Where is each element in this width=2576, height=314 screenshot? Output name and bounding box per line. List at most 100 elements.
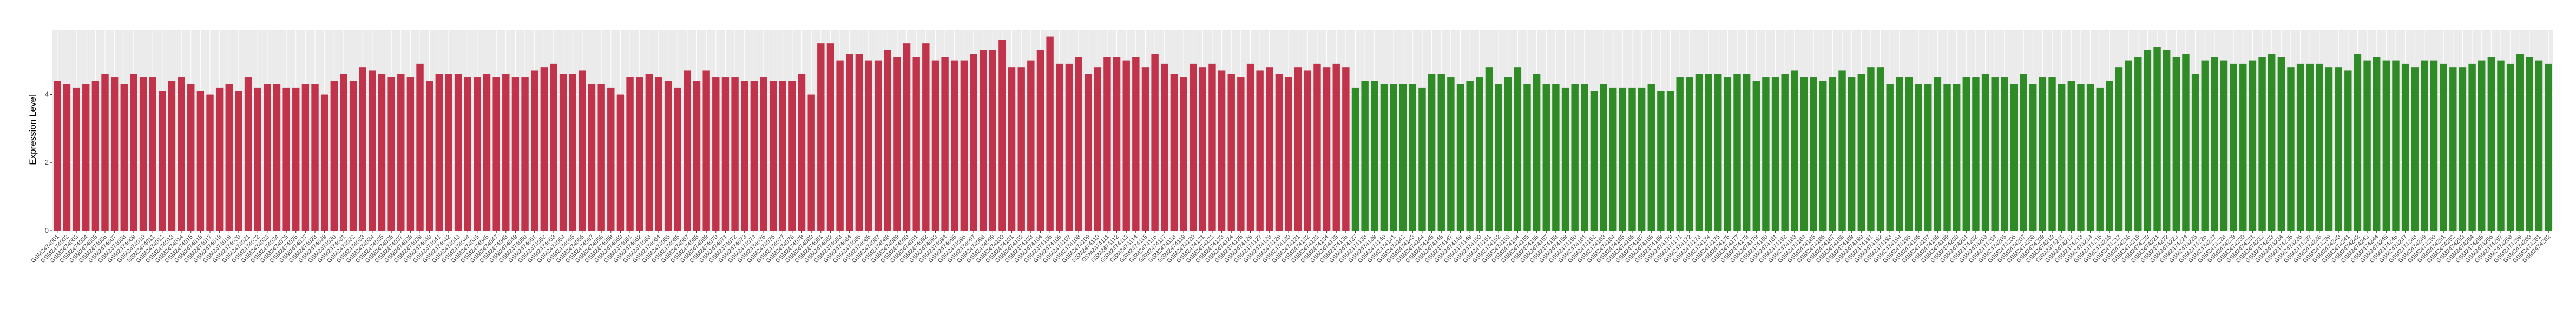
bar — [616, 94, 625, 231]
bar — [2172, 57, 2180, 231]
bar — [874, 60, 882, 231]
bar — [1743, 74, 1751, 231]
bar — [1103, 57, 1111, 231]
bar — [1915, 84, 1922, 231]
bar — [1313, 63, 1321, 231]
bar — [2106, 81, 2113, 231]
bar — [1571, 84, 1579, 231]
y-axis-title: Expression Level — [28, 95, 38, 165]
bar — [865, 60, 872, 231]
bar — [960, 60, 968, 231]
bar — [979, 50, 987, 231]
bar — [807, 94, 815, 231]
bar — [779, 81, 786, 231]
bar — [550, 63, 557, 231]
bar — [1619, 87, 1627, 231]
bar — [1495, 84, 1502, 231]
bar — [369, 70, 376, 231]
bar — [1113, 57, 1121, 231]
bar — [2182, 54, 2190, 231]
bar — [264, 84, 271, 231]
bar — [435, 74, 443, 231]
bar — [1351, 87, 1359, 231]
bar — [254, 87, 261, 231]
bar — [1686, 77, 1693, 231]
bar — [1905, 77, 1913, 231]
bar — [2373, 57, 2381, 231]
bar — [1810, 77, 1817, 231]
bar — [1829, 77, 1837, 231]
bar — [1122, 60, 1130, 231]
bar — [1132, 57, 1140, 231]
bar — [73, 87, 80, 231]
bar — [684, 70, 691, 231]
bar — [2211, 57, 2218, 231]
bar — [2306, 63, 2314, 231]
bar — [721, 77, 730, 231]
bar — [1332, 63, 1340, 231]
bar — [406, 77, 415, 231]
bar — [836, 60, 844, 231]
bar — [1657, 91, 1665, 231]
bar — [311, 84, 319, 231]
bar — [63, 84, 71, 231]
bar — [2249, 60, 2257, 231]
bar — [588, 84, 596, 231]
bar — [569, 74, 576, 231]
bar — [1886, 84, 1894, 231]
bar — [1428, 74, 1436, 231]
bar — [492, 77, 500, 231]
bar — [2497, 60, 2505, 231]
bar — [1647, 84, 1655, 231]
bar — [1084, 74, 1092, 231]
bar — [244, 77, 252, 231]
bar — [1724, 77, 1732, 231]
bar — [511, 77, 520, 231]
bar — [1065, 63, 1073, 231]
bar — [1714, 74, 1722, 231]
bar — [1771, 77, 1779, 231]
bar — [1934, 77, 1942, 231]
bar — [301, 84, 310, 231]
bar — [1237, 77, 1245, 231]
bar — [970, 54, 977, 231]
bar — [416, 63, 424, 231]
bar — [2363, 60, 2371, 231]
bar — [597, 84, 605, 231]
bar — [2421, 60, 2428, 231]
bar — [989, 50, 996, 231]
bar — [2115, 67, 2123, 231]
bar — [635, 77, 643, 231]
bar — [2125, 60, 2132, 231]
bar — [1180, 77, 1187, 231]
y-tick-label: 2 — [45, 158, 49, 166]
bar — [760, 77, 767, 231]
bar — [1523, 84, 1531, 231]
bar — [1943, 84, 1951, 231]
bar — [2268, 54, 2276, 231]
bar — [130, 74, 137, 231]
bar — [912, 57, 920, 231]
bar — [110, 77, 119, 231]
bar — [1418, 87, 1426, 231]
bar — [1447, 77, 1455, 231]
bar — [1991, 77, 1999, 231]
bar — [1628, 87, 1636, 231]
bar — [1752, 81, 1760, 231]
bar — [320, 94, 328, 231]
bar — [1036, 50, 1044, 231]
bar — [846, 54, 853, 231]
bar — [1848, 77, 1856, 231]
bar — [178, 77, 185, 231]
bar — [2153, 47, 2161, 231]
bar — [998, 40, 1006, 231]
bar — [2478, 60, 2486, 231]
bar — [1456, 84, 1464, 231]
bar — [387, 77, 395, 231]
bar — [1981, 74, 1989, 231]
bar — [893, 57, 901, 231]
bar — [2277, 57, 2285, 231]
bar — [788, 81, 796, 231]
bar — [1600, 84, 1607, 231]
bar — [712, 77, 720, 231]
